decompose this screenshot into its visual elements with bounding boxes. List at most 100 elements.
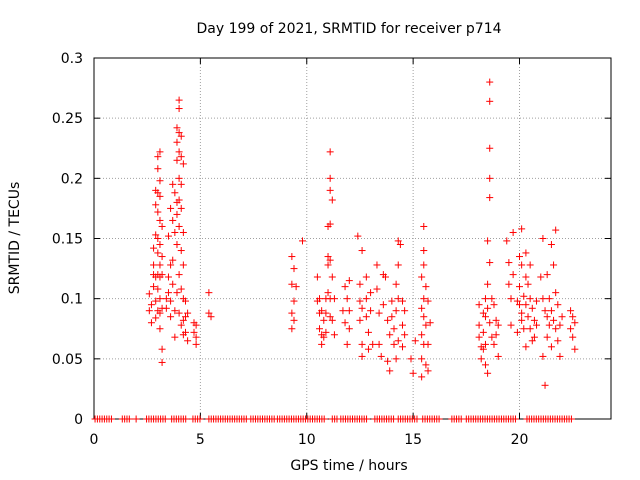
data-point-zero [363, 415, 371, 423]
data-point [328, 273, 336, 281]
y-axis-title: SRMTID / TECUs [7, 182, 23, 295]
y-tick-label: 0.25 [52, 111, 83, 127]
data-point [175, 129, 183, 137]
data-point [547, 241, 555, 249]
data-point [486, 144, 494, 152]
data-point [484, 304, 492, 312]
data-point [407, 355, 415, 363]
data-point [543, 313, 551, 321]
data-point [205, 309, 213, 317]
data-point [375, 309, 383, 317]
data-point [167, 204, 175, 212]
data-point [190, 328, 198, 336]
data-point [152, 231, 160, 239]
data-point [513, 297, 521, 305]
data-point [418, 373, 426, 381]
data-point [175, 148, 183, 156]
data-point [158, 222, 166, 230]
data-point [507, 295, 515, 303]
y-tick-label: 0.3 [61, 51, 83, 67]
x-tick-label: 20 [511, 432, 529, 448]
data-point [145, 307, 153, 315]
data-point [492, 331, 500, 339]
data-point [320, 333, 328, 341]
data-point [367, 289, 375, 297]
data-point [420, 247, 428, 255]
data-point [177, 180, 185, 188]
data-point [411, 337, 419, 345]
data-point [486, 194, 494, 202]
data-point [543, 333, 551, 341]
data-point [358, 304, 366, 312]
data-point [554, 337, 562, 345]
data-point [156, 295, 164, 303]
data-point [326, 256, 334, 264]
data-point [150, 283, 158, 291]
data-point [173, 156, 181, 164]
data-point [150, 261, 158, 269]
data-point [207, 313, 215, 321]
data-point [373, 285, 381, 293]
data-point [558, 313, 566, 321]
data-point [326, 174, 334, 182]
data-point [364, 328, 372, 336]
data-point [158, 253, 166, 261]
data-point [288, 309, 296, 317]
data-point [181, 313, 189, 321]
data-point [418, 355, 426, 363]
data-point [398, 321, 406, 329]
data-point [422, 283, 430, 291]
data-point [388, 313, 396, 321]
data-point [422, 321, 430, 329]
y-tick-label: 0.2 [61, 171, 83, 187]
data-point [290, 265, 298, 273]
data-point [571, 345, 579, 353]
data-point [490, 340, 498, 348]
data-point [554, 301, 562, 309]
data-point [552, 325, 560, 333]
data-point [341, 319, 349, 327]
x-tick-label: 5 [196, 432, 205, 448]
data-point [526, 261, 534, 269]
data-point [326, 148, 334, 156]
data-point [169, 256, 177, 264]
data-point [181, 328, 189, 336]
data-point [345, 325, 353, 333]
data-point [154, 235, 162, 242]
data-point [152, 201, 160, 209]
data-point [541, 307, 549, 315]
data-point [179, 316, 187, 324]
data-point [518, 309, 526, 317]
data-point [547, 307, 555, 315]
data-point [154, 285, 162, 293]
data-point [424, 297, 432, 305]
y-tick-label: 0 [74, 412, 83, 428]
data-point [422, 361, 430, 369]
data-point [175, 174, 183, 182]
y-tick-label: 0.05 [52, 352, 83, 368]
data-point-zero [182, 415, 190, 423]
data-point [167, 297, 175, 305]
data-point [316, 325, 324, 333]
data-point [154, 189, 162, 197]
data-point [509, 228, 517, 236]
data-point [384, 316, 392, 324]
data-point [343, 340, 351, 348]
grid [94, 58, 611, 419]
data-point [288, 253, 296, 261]
data-point [345, 307, 353, 315]
data-point [162, 295, 170, 303]
data-point [398, 297, 406, 305]
data-point [567, 325, 575, 333]
data-point [567, 307, 575, 315]
data-point [524, 280, 532, 288]
x-tick-label: 10 [298, 432, 316, 448]
data-point [181, 297, 189, 305]
data-point [545, 295, 553, 303]
data-point [364, 345, 372, 353]
data-point [537, 273, 545, 281]
data-point [150, 244, 158, 252]
data-point [481, 340, 489, 348]
data-point [569, 313, 577, 321]
data-point [173, 241, 181, 249]
